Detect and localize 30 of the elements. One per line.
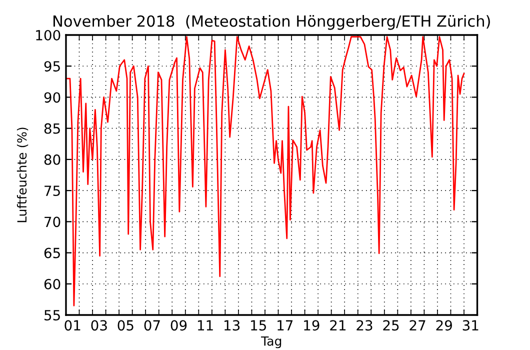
x-tick-label: 23 <box>356 320 372 331</box>
x-tick-label: 19 <box>304 320 320 331</box>
x-tick-label: 07 <box>144 320 160 331</box>
y-tick-label: 80 <box>44 154 60 165</box>
x-tick-label: 31 <box>462 320 478 331</box>
y-tick-label: 70 <box>44 216 60 228</box>
x-tick-label: 27 <box>410 320 426 330</box>
x-tick-label: 21 <box>330 320 346 330</box>
x-tick-label: 01 <box>64 320 80 331</box>
x-tick-label: 29 <box>436 320 452 331</box>
x-tick-label: 09 <box>170 320 187 331</box>
y-tick-label: 65 <box>44 248 60 258</box>
x-tick-label: 13 <box>224 320 240 331</box>
y-tick-label: 60 <box>44 278 60 290</box>
y-tick-label: 95 <box>44 61 60 72</box>
y-tick-label: 55 <box>44 310 60 320</box>
x-tick-label: 11 <box>198 320 213 330</box>
x-tick-label: 15 <box>251 320 266 331</box>
y-axis-title: Luftfeuchte (%) <box>16 128 28 222</box>
x-tick-label: 05 <box>118 320 134 331</box>
x-tick-label: 03 <box>91 320 107 331</box>
y-tick-label: 90 <box>44 92 60 103</box>
y-tick-label: 85 <box>44 123 60 134</box>
line-series <box>66 36 465 306</box>
x-axis-title: Tag <box>261 336 282 348</box>
y-tick-label: 100 <box>36 30 60 40</box>
chart-title: November 2018 (Meteostation Hönggerberg/ETH Zürich) <box>54 15 490 30</box>
x-tick-label: 17 <box>278 320 293 330</box>
y-tick-label: 75 <box>44 186 60 196</box>
x-tick-label: 25 <box>383 320 399 331</box>
